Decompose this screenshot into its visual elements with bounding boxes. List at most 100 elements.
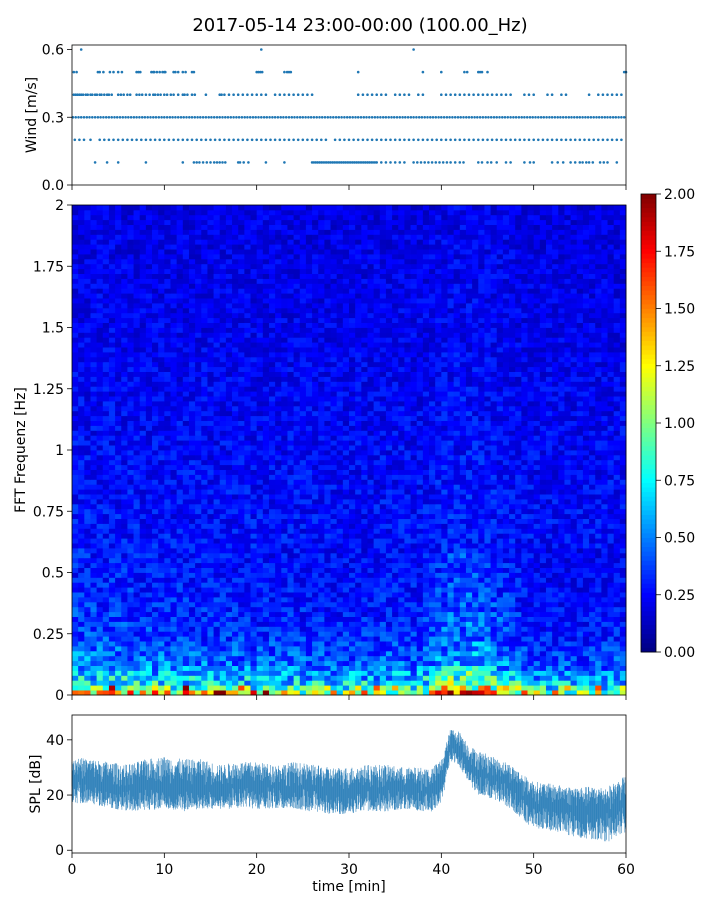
spectrogram-cell bbox=[102, 675, 110, 681]
spectrogram-cell bbox=[299, 621, 307, 627]
wind-point bbox=[365, 116, 368, 119]
wind-point bbox=[592, 138, 595, 142]
spectrogram-cell bbox=[213, 611, 221, 617]
spectrogram-cell bbox=[108, 567, 116, 573]
spectrogram-cell bbox=[158, 543, 165, 549]
spectrogram-cell bbox=[410, 650, 418, 657]
spectrogram-cell bbox=[115, 685, 122, 691]
spectrogram-cell bbox=[78, 631, 85, 637]
spectrogram-cell bbox=[601, 528, 608, 534]
spectrogram-cell bbox=[422, 582, 430, 588]
spectrogram-cell bbox=[453, 597, 461, 603]
spectrogram-cell bbox=[601, 577, 608, 583]
spectrogram-cell bbox=[145, 513, 153, 519]
spectrogram-cell bbox=[613, 582, 621, 588]
spectrogram-cell bbox=[367, 479, 375, 485]
spectrogram-cell bbox=[170, 690, 178, 696]
wind-point bbox=[89, 138, 92, 142]
spectrogram-cell bbox=[447, 670, 455, 676]
spectrogram-cell bbox=[595, 538, 602, 544]
spectrogram-cell bbox=[595, 616, 602, 622]
spectrogram-cell bbox=[133, 660, 141, 666]
spectrogram-cell bbox=[496, 616, 504, 622]
spectrogram-cell bbox=[355, 582, 362, 588]
spectrogram-cell bbox=[256, 611, 264, 617]
spectrogram-cell bbox=[619, 592, 627, 598]
spectrogram-cell bbox=[472, 621, 479, 627]
spectrogram-cell bbox=[533, 636, 541, 642]
spectrogram-cell bbox=[589, 474, 596, 480]
spectrogram-cell bbox=[539, 616, 547, 622]
spectrogram-cell bbox=[459, 454, 467, 461]
spectrogram-cell bbox=[589, 616, 596, 622]
spectrogram-cell bbox=[515, 469, 522, 475]
spectrogram-cell bbox=[293, 641, 301, 647]
spectrogram-cell bbox=[133, 459, 141, 466]
spectrogram-cell bbox=[613, 538, 621, 544]
spectrogram-cell bbox=[582, 690, 590, 696]
spectrogram-cell bbox=[465, 641, 473, 647]
spectrogram-cell bbox=[256, 582, 264, 588]
spectrogram-cell bbox=[355, 665, 362, 671]
spectrogram-cell bbox=[250, 626, 258, 632]
spectrogram-cell bbox=[465, 601, 473, 608]
spectrogram-cell bbox=[422, 592, 430, 598]
spectrogram-cell bbox=[509, 680, 516, 686]
spectrogram-cell bbox=[312, 538, 319, 544]
spectrogram-cell bbox=[601, 582, 608, 588]
spectrogram-cell bbox=[552, 567, 559, 573]
spectrogram-cell bbox=[262, 479, 270, 485]
spectrogram-cell bbox=[188, 660, 196, 666]
spectrogram-cell bbox=[527, 469, 535, 475]
spectrogram-cell bbox=[250, 665, 258, 671]
wind-point bbox=[421, 70, 425, 74]
wind-point bbox=[486, 70, 489, 74]
spectrogram-cell bbox=[133, 533, 141, 539]
spectrogram-cell bbox=[416, 616, 424, 622]
spectrogram-cell bbox=[102, 655, 110, 662]
spectrogram-cell bbox=[613, 503, 621, 510]
spectrogram-cell bbox=[152, 582, 159, 588]
spectrogram-cell bbox=[299, 655, 307, 662]
spectrogram-cell bbox=[496, 484, 504, 490]
spectrogram-cell bbox=[324, 582, 331, 588]
spectrogram-cell bbox=[342, 660, 350, 666]
spectrogram-cell bbox=[582, 616, 590, 622]
spectrogram-cell bbox=[238, 518, 245, 524]
spectrogram-cell bbox=[613, 587, 621, 593]
spectrogram-cell bbox=[527, 592, 535, 598]
spectrogram-cell bbox=[127, 469, 134, 475]
spectrogram-cell bbox=[496, 582, 504, 588]
spectrogram-cell bbox=[545, 538, 553, 544]
spectrogram-cell bbox=[145, 533, 153, 539]
wind-point bbox=[445, 161, 449, 164]
spectrogram-cell bbox=[281, 665, 288, 671]
spectrogram-cell bbox=[318, 474, 325, 480]
spectrogram-cell bbox=[108, 552, 116, 559]
spectrogram-cell bbox=[96, 489, 104, 495]
spectrogram-cell bbox=[244, 685, 251, 691]
wind-point bbox=[143, 116, 147, 119]
spectrogram-cell bbox=[238, 494, 245, 500]
spectrogram-cell bbox=[515, 665, 522, 671]
spectrogram-cell bbox=[545, 646, 553, 652]
spectrogram-cell bbox=[336, 552, 344, 559]
spectrogram-cell bbox=[576, 675, 584, 681]
spectrogram-cell bbox=[96, 582, 104, 588]
spectrogram-cell bbox=[305, 660, 313, 666]
spectrogram-cell bbox=[115, 597, 122, 603]
spectrogram-cell bbox=[349, 631, 356, 637]
spectrogram-cell bbox=[219, 626, 227, 632]
wind-point bbox=[153, 138, 157, 142]
spectrogram-cell bbox=[145, 484, 153, 490]
spectrogram-cell bbox=[281, 459, 288, 466]
spectrogram-cell bbox=[108, 675, 116, 681]
spectrogram-cell bbox=[459, 469, 467, 475]
spectrogram-cell bbox=[176, 592, 184, 598]
spectrogram-cell bbox=[564, 494, 571, 500]
spectrogram-cell bbox=[330, 523, 338, 529]
spectrogram-cell bbox=[72, 572, 79, 578]
spectrogram-cell bbox=[213, 685, 221, 691]
wind-point bbox=[82, 116, 86, 119]
spectrogram-cell bbox=[90, 660, 98, 666]
